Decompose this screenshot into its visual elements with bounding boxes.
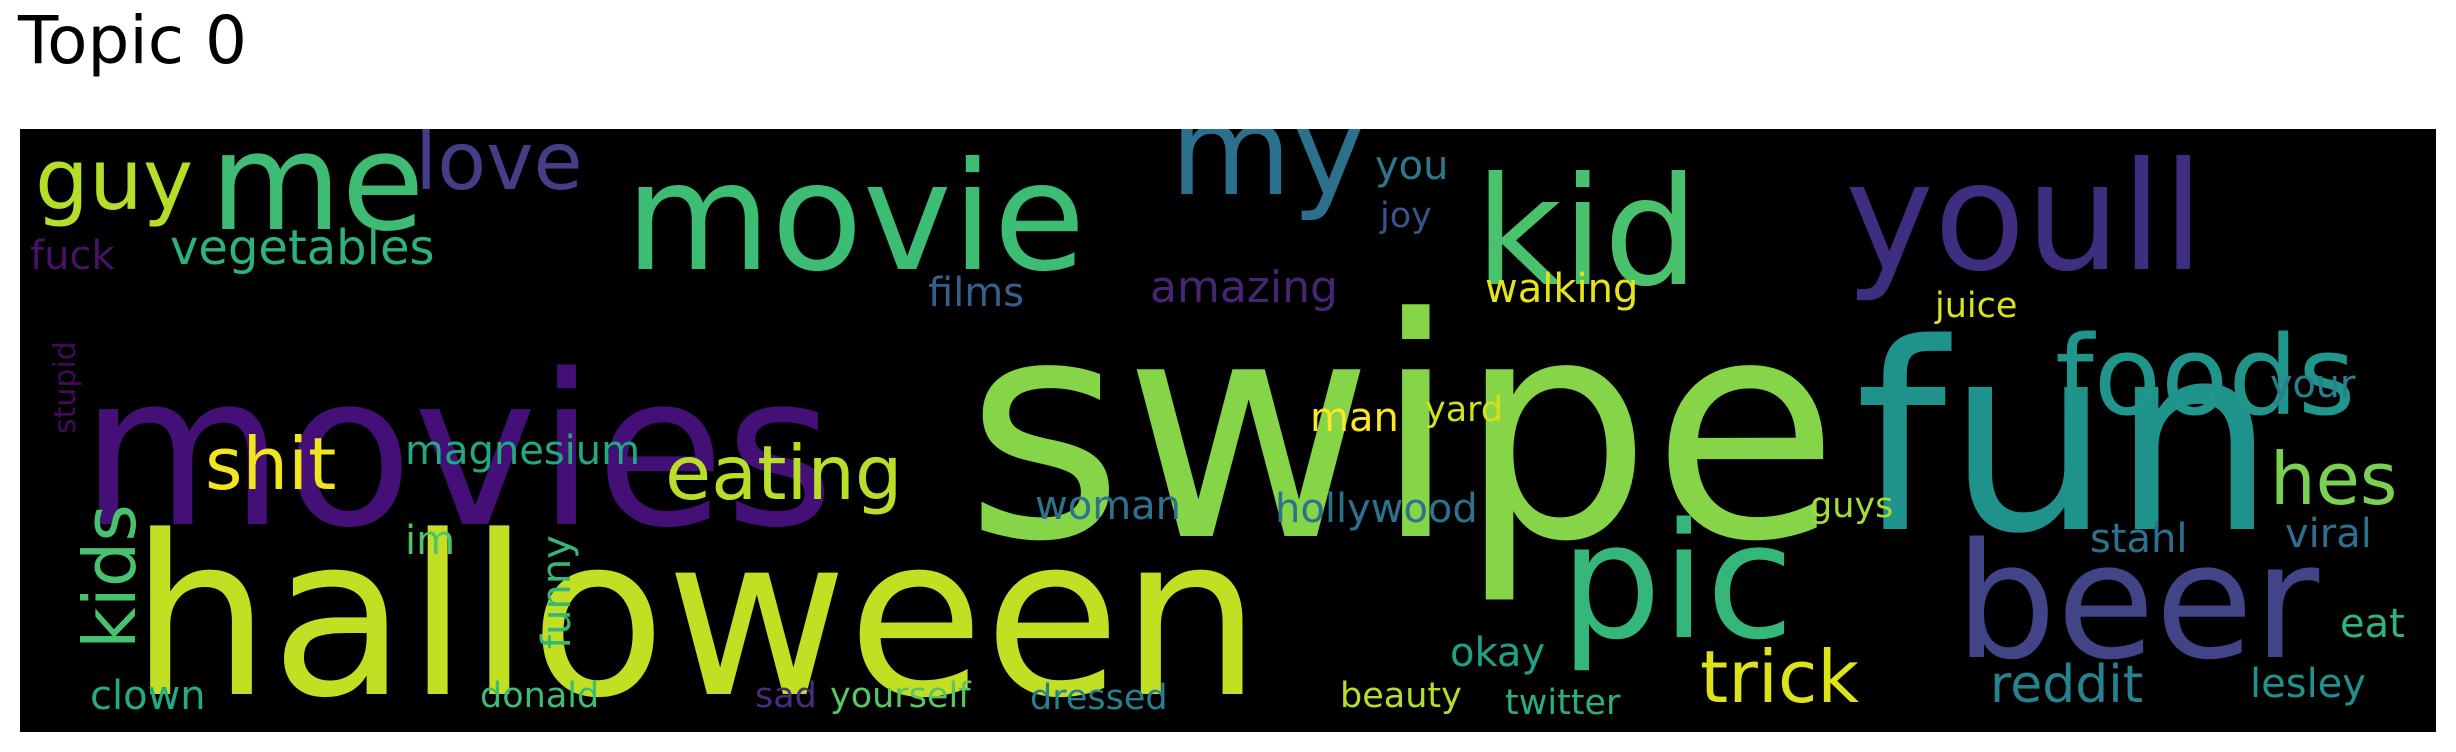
word-hes: hes [2270,437,2397,521]
word-guys: guys [1810,486,1893,526]
word-me: me [210,129,425,261]
word-foods: foods [2055,312,2355,440]
word-fuck: fuck [30,233,115,279]
word-twitter: twitter [1505,683,1621,723]
word-my: my [1170,129,1366,224]
word-fun: fun [1855,289,2276,591]
word-okay: okay [1450,630,1545,676]
word-clown: clown [90,673,206,719]
word-eat: eat [2340,601,2405,647]
word-woman: woman [1035,483,1181,529]
word-kid: kid [1475,146,1699,320]
word-cloud: swipe halloween movies fun movie kid youll beer… [20,129,2436,732]
word-guy: guy [35,131,193,230]
word-stupid: stupid [48,341,83,434]
word-joy: joy [1379,196,1432,236]
word-pic: pic [1560,488,1794,675]
word-sad: sad [755,676,817,716]
word-movie: movie [625,131,1086,305]
word-eating: eating [665,429,903,517]
word-trick: trick [1700,635,1859,719]
word-love: love [415,129,583,208]
word-beauty: beauty [1340,676,1462,716]
word-donald: donald [480,676,599,716]
word-youll: youll [1845,131,2204,305]
word-walking: walking [1485,266,1638,312]
word-dressed: dressed [1030,678,1168,718]
page-title: Topic 0 [18,2,247,79]
word-funny: funny [534,535,580,649]
word-halloween: halloween [130,489,1261,732]
word-man: man [1310,395,1399,441]
word-kids: kids [68,504,152,649]
word-im: im [405,518,455,564]
word-films: films [928,270,1024,316]
word-yourself: yourself [830,676,971,716]
word-swipe: swipe [965,253,1839,608]
word-vegetables: vegetables [170,220,435,276]
word-beer: beer [1955,508,2319,695]
word-lesley: lesley [2250,661,2366,707]
word-yard: yard [1425,390,1503,430]
word-movies: movies [80,329,834,574]
word-hollywood: hollywood [1275,486,1478,532]
word-magnesium: magnesium [405,428,640,474]
word-reddit: reddit [1990,655,2143,715]
word-shit: shit [205,422,336,506]
word-you: you [1375,143,1449,189]
word-stahl: stahl [2090,516,2188,562]
word-juice: juice [1934,286,2017,326]
word-amazing: amazing [1150,262,1338,313]
word-your: your [2270,362,2356,406]
word-viral: viral [2285,511,2372,557]
